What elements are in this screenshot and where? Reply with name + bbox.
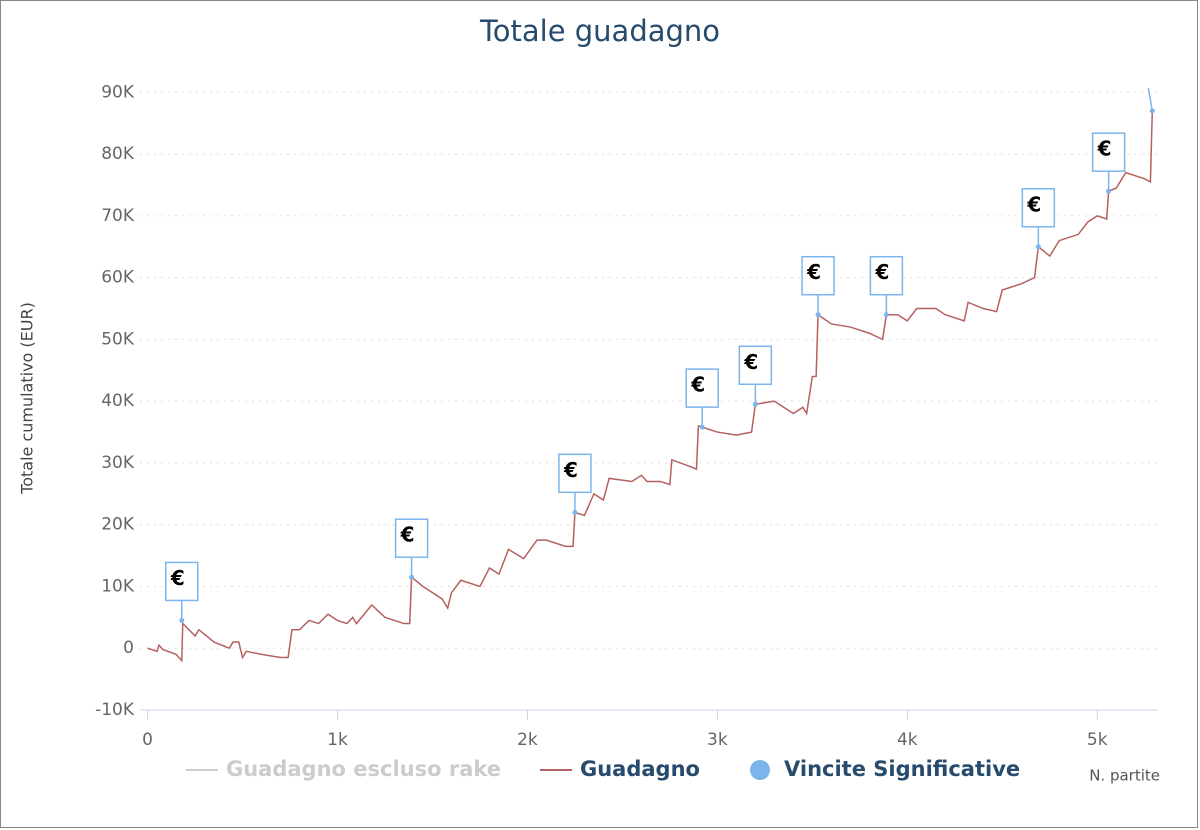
flag-text: € [743, 350, 758, 374]
flag-text: € [1097, 137, 1112, 161]
y-tick-label: 80K [101, 144, 135, 164]
flag-box [869, 255, 904, 296]
flag-point [815, 312, 821, 318]
flag-point [752, 401, 758, 407]
x-tick-label: 2k [517, 730, 538, 750]
x-tick-label: 3k [707, 730, 728, 750]
flag-point [409, 574, 415, 580]
legend-label: Guadagno escluso rake [226, 757, 501, 781]
flag-text: € [170, 566, 185, 590]
y-tick-label: 30K [101, 453, 135, 473]
chart-title: Totale guadagno [479, 14, 720, 48]
flag-box [558, 453, 592, 494]
flag-text: € [690, 373, 705, 397]
flag-text: € [563, 458, 578, 482]
flag-point [179, 617, 185, 623]
y-tick-label: 0 [123, 638, 134, 658]
y-tick-label: 50K [101, 329, 135, 349]
x-tick-label: 4k [897, 730, 918, 750]
flag-point [572, 509, 578, 515]
y-tick-label: 10K [101, 576, 135, 596]
legend-label: Guadagno [580, 757, 700, 781]
x-tick-label: 0 [142, 730, 153, 750]
flag-stalk [1147, 87, 1154, 112]
flag-box [801, 255, 835, 296]
flag-box [738, 345, 773, 386]
flag-text: € [806, 260, 821, 284]
flag-text: € [874, 260, 889, 284]
legend-label: Vincite Significative [784, 757, 1020, 781]
y-tick-label: 20K [101, 515, 135, 535]
y-tick-label: 90K [101, 82, 135, 102]
x-axis-label: N. partite [1089, 767, 1160, 785]
x-tick-label: 5k [1087, 730, 1108, 750]
flag-box [1091, 132, 1126, 172]
flag-box [685, 368, 719, 408]
legend-symbol [750, 760, 770, 780]
flag-point [1035, 244, 1041, 250]
x-tick-label: 1k [327, 730, 348, 750]
flag-text: € [400, 523, 415, 547]
flag-point [699, 424, 705, 430]
flag-box [1021, 188, 1056, 228]
y-tick-label: -10K [95, 700, 135, 720]
flag-box [165, 561, 199, 602]
y-tick-label: 60K [101, 268, 135, 288]
y-axis-label: Totale cumulativo (EUR) [18, 302, 37, 495]
flag-box [394, 518, 429, 558]
y-tick-label: 70K [101, 206, 135, 226]
flag-point [1149, 108, 1155, 114]
y-tick-label: 40K [101, 391, 135, 411]
line [147, 110, 1154, 663]
flag-point [883, 312, 889, 318]
flag-point [1106, 188, 1112, 194]
flag-text: € [1026, 192, 1041, 216]
